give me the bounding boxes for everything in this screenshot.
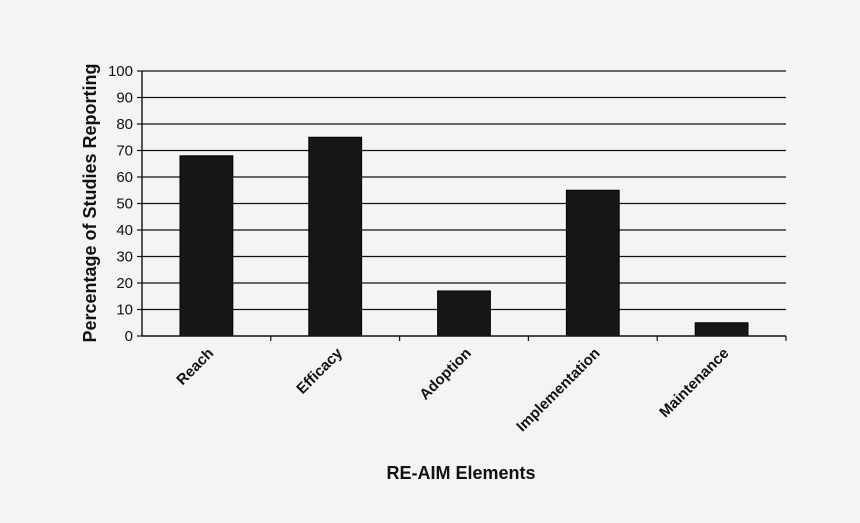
x-tick-label: Adoption	[416, 345, 475, 404]
bar-reach	[179, 155, 234, 337]
x-axis-title: RE-AIM Elements	[386, 463, 535, 483]
y-tick-label: 10	[116, 302, 133, 319]
y-tick-label: 90	[116, 90, 133, 107]
y-axis-ticks: 0 10 20 30 40 50 60 70 80 90 100	[108, 63, 142, 345]
bar-efficacy	[308, 136, 363, 337]
y-tick-label: 20	[116, 275, 133, 292]
bar-adoption	[437, 290, 491, 337]
y-tick-label: 50	[116, 196, 133, 213]
x-tick-label: Implementation	[513, 345, 603, 435]
bar-maintenance	[694, 322, 749, 337]
x-tick-label: Reach	[173, 345, 217, 389]
gridlines	[142, 70, 786, 311]
y-tick-label: 80	[116, 116, 133, 133]
x-axis-ticks: Reach Efficacy Adoption Implementation Maint…	[173, 336, 787, 435]
x-tick-label: Efficacy	[293, 344, 346, 397]
y-tick-label: 70	[116, 143, 133, 160]
y-tick-label: 100	[108, 63, 133, 80]
bars	[179, 136, 749, 337]
y-tick-label: 30	[116, 249, 133, 266]
y-axis-title: Percentage of Studies Reporting	[80, 63, 100, 342]
axes	[141, 71, 786, 337]
bar-implementation	[565, 189, 620, 337]
x-tick-label: Maintenance	[656, 345, 732, 421]
y-tick-label: 40	[116, 222, 133, 239]
y-tick-label: 60	[116, 169, 133, 186]
y-tick-label: 0	[125, 328, 133, 345]
